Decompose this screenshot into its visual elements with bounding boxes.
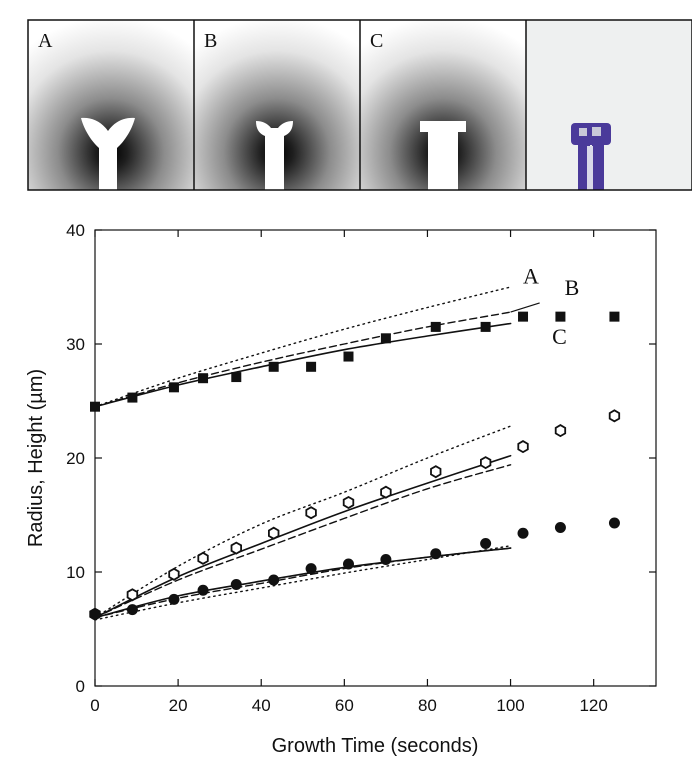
marker-stem-radius [197, 584, 209, 596]
marker-top-radius [479, 456, 492, 470]
marker-top-radius [197, 551, 209, 565]
marker-height [268, 361, 279, 372]
marker-height [518, 311, 529, 322]
marker-stem-radius [305, 563, 317, 575]
panel-c-label: C [370, 30, 383, 52]
curve-a-height [94, 286, 512, 408]
y-tick-label: 20 [66, 449, 85, 468]
marker-height [198, 373, 209, 384]
panel-a: A [28, 20, 194, 190]
curve-b-height [94, 311, 512, 408]
marker-top-radius [267, 526, 280, 540]
y-tick-label: 0 [76, 677, 85, 696]
marker-height [380, 333, 391, 344]
curve-b-top-radius [94, 464, 512, 619]
x-tick-label: 60 [335, 696, 354, 715]
marker-stem-radius [380, 553, 392, 565]
y-axis-title: Radius, Height (µm) [25, 369, 47, 547]
marker-height [90, 401, 100, 412]
curve-label-b: B [565, 275, 580, 300]
curve-a-stem-radius [94, 545, 512, 621]
y-tick-label: 40 [66, 221, 85, 240]
marker-top-radius [517, 440, 529, 454]
marker-height [127, 392, 138, 403]
x-tick-label: 100 [496, 696, 524, 715]
curve-c-top-radius [94, 454, 512, 619]
marker-top-radius [305, 506, 317, 520]
panel-c: C [360, 20, 526, 190]
photo-structure [571, 123, 611, 190]
panel-b-label: B [204, 30, 217, 52]
panel-a-shape [81, 117, 135, 190]
marker-top-radius [608, 409, 621, 423]
marker-stem-radius [554, 522, 566, 534]
axis-ticks: 0 20 40 60 80 100 120 0 10 20 30 40 [66, 221, 656, 715]
marker-height [609, 311, 620, 322]
marker-stem-radius [126, 604, 138, 616]
marker-top-radius [342, 495, 355, 510]
marker-stem-radius [608, 517, 620, 529]
panel-a-label: A [38, 30, 53, 52]
x-tick-label: 0 [90, 696, 99, 715]
x-tick-label: 120 [579, 696, 607, 715]
y-tick-label: 30 [66, 335, 85, 354]
y-tick-label: 10 [66, 563, 85, 582]
data-markers [89, 311, 621, 621]
marker-height [168, 382, 179, 393]
panel-b: B [194, 20, 360, 190]
image-strip: A B C [27, 19, 692, 191]
panel-c-shape [420, 121, 466, 190]
marker-height [343, 351, 354, 362]
marker-stem-radius [342, 558, 354, 570]
marker-stem-radius [89, 608, 101, 620]
curve-label-c: C [552, 324, 567, 349]
marker-stem-radius [517, 527, 529, 539]
marker-height [231, 372, 242, 383]
x-tick-label: 40 [252, 696, 271, 715]
x-tick-label: 80 [418, 696, 437, 715]
marker-stem-radius [480, 538, 492, 549]
marker-stem-radius [430, 548, 442, 560]
curve-b-stem-radius [94, 547, 512, 619]
marker-stem-radius [168, 593, 180, 605]
marker-stem-radius [230, 579, 242, 591]
curve-annotations: A BC [510, 264, 580, 349]
curve-b-leader-line [510, 302, 540, 313]
marker-height [430, 321, 441, 332]
marker-top-radius [554, 424, 567, 438]
marker-top-radius [168, 567, 180, 581]
curve-c-stem-radius [94, 547, 512, 619]
chart: 0 20 40 60 80 100 120 0 10 20 30 40 A BC Growth Time… [25, 221, 657, 757]
panel-b-shape [256, 121, 293, 190]
marker-height [306, 361, 317, 372]
marker-height [555, 311, 566, 322]
curve-label-a: A [523, 264, 539, 289]
model-curves [94, 286, 512, 621]
marker-stem-radius [268, 574, 280, 586]
marker-top-radius [380, 485, 392, 499]
x-tick-label: 20 [169, 696, 188, 715]
marker-top-radius [126, 588, 139, 602]
marker-height [480, 321, 491, 332]
marker-top-radius [430, 465, 442, 479]
x-axis-title: Growth Time (seconds) [272, 735, 479, 757]
marker-top-radius [230, 541, 243, 555]
panel-photo [526, 20, 692, 190]
curve-c-height [94, 322, 512, 408]
panel-photo-bg [526, 20, 692, 190]
